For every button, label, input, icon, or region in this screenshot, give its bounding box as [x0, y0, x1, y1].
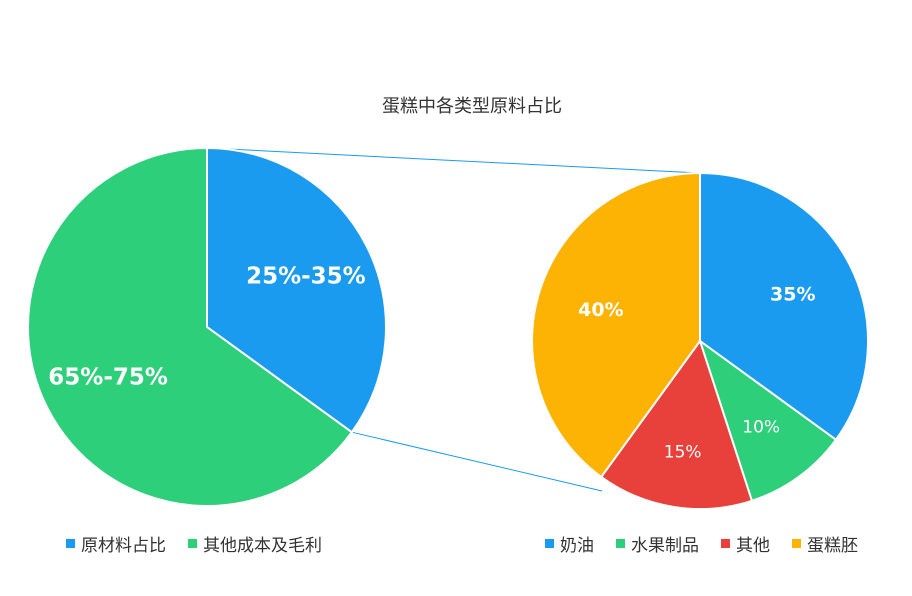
legend-label: 其他成本及毛利 [203, 536, 322, 556]
legend-label: 奶油 [560, 536, 594, 556]
connector-top [206, 147, 701, 174]
chart-title: 蛋糕中各类型原料占比 [382, 96, 562, 117]
breakdown-slice-label-1: 10% [742, 417, 780, 437]
legend-swatch [616, 539, 625, 548]
breakdown-slice-1 [698, 338, 838, 503]
main-slice-1 [27, 146, 354, 507]
main-slice-0 [206, 146, 387, 434]
legend-swatch [545, 539, 554, 548]
breakdown-slice-3 [531, 171, 701, 479]
breakdown-legend-item-3[interactable]: 蛋糕胚 [792, 531, 858, 556]
breakdown-slice-label-0: 35% [770, 284, 815, 306]
main-legend-item-1[interactable]: 其他成本及毛利 [188, 531, 322, 556]
legend-swatch [721, 539, 730, 548]
legend-swatch [66, 539, 75, 548]
breakdown-slice-label-2: 15% [664, 443, 702, 463]
legend-breakdown: 奶油 水果制品 其他 蛋糕胚 [545, 531, 858, 556]
breakdown-slice-label-3: 40% [578, 299, 623, 321]
connector-lines [206, 147, 701, 492]
main-legend-item-0[interactable]: 原材料占比 [66, 531, 166, 556]
connector-bottom [351, 431, 603, 492]
legend-label: 其他 [736, 536, 770, 556]
pie-breakdown: 35% 10% 15% 40% [531, 171, 869, 510]
legend-swatch [792, 539, 801, 548]
legend-label: 蛋糕胚 [807, 536, 858, 556]
breakdown-slice-2 [599, 338, 754, 510]
breakdown-legend-item-1[interactable]: 水果制品 [616, 531, 699, 556]
breakdown-legend-item-2[interactable]: 其他 [721, 531, 770, 556]
main-slice-label-1: 65%-75% [48, 364, 168, 390]
legend-swatch [188, 539, 197, 548]
main-slice-label-0: 25%-35% [246, 264, 366, 290]
legend-label: 原材料占比 [81, 536, 166, 556]
legend-label: 水果制品 [631, 536, 699, 556]
breakdown-slice-0 [699, 171, 869, 442]
pie-main: 25%-35% 65%-75% [27, 146, 387, 507]
breakdown-legend-item-0[interactable]: 奶油 [545, 531, 594, 556]
legend-main: 原材料占比 其他成本及毛利 [66, 531, 322, 556]
